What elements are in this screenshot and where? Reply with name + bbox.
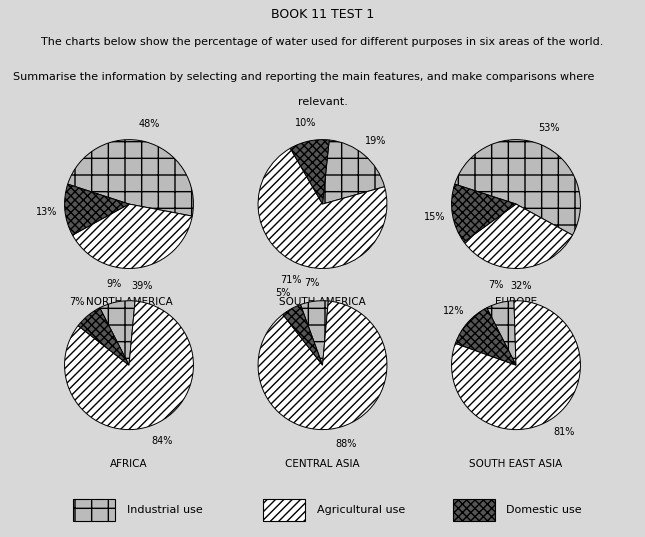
Wedge shape xyxy=(290,140,329,204)
Wedge shape xyxy=(451,184,516,242)
Text: 32%: 32% xyxy=(510,281,532,292)
Wedge shape xyxy=(322,140,384,204)
Text: Domestic use: Domestic use xyxy=(506,505,582,515)
Text: 12%: 12% xyxy=(443,306,465,316)
Wedge shape xyxy=(258,301,387,430)
Bar xyxy=(263,499,304,521)
Text: 71%: 71% xyxy=(281,275,302,286)
Text: 15%: 15% xyxy=(424,212,445,222)
Text: BOOK 11 TEST 1: BOOK 11 TEST 1 xyxy=(271,8,374,21)
Text: 19%: 19% xyxy=(365,136,386,146)
Text: AFRICA: AFRICA xyxy=(110,459,148,469)
Wedge shape xyxy=(301,301,328,365)
Wedge shape xyxy=(64,301,194,430)
Wedge shape xyxy=(464,204,573,268)
Wedge shape xyxy=(455,140,580,235)
Wedge shape xyxy=(455,308,516,365)
Bar xyxy=(453,499,495,521)
Text: 7%: 7% xyxy=(304,278,319,288)
Bar xyxy=(74,499,115,521)
Text: 13%: 13% xyxy=(36,207,57,217)
Wedge shape xyxy=(283,304,322,365)
Text: 39%: 39% xyxy=(131,280,153,291)
Text: Industrial use: Industrial use xyxy=(126,505,203,515)
Wedge shape xyxy=(100,301,135,365)
Text: NORTH AMERICA: NORTH AMERICA xyxy=(86,297,172,308)
Text: 10%: 10% xyxy=(295,118,316,128)
Wedge shape xyxy=(487,301,516,365)
Text: EUROPE: EUROPE xyxy=(495,297,537,308)
Wedge shape xyxy=(451,301,580,430)
Text: 88%: 88% xyxy=(335,439,357,449)
Text: relevant.: relevant. xyxy=(297,97,348,107)
Text: SOUTH EAST ASIA: SOUTH EAST ASIA xyxy=(470,459,562,469)
Text: 53%: 53% xyxy=(538,124,559,133)
Text: The charts below show the percentage of water used for different purposes in six: The charts below show the percentage of … xyxy=(41,37,604,47)
Text: 84%: 84% xyxy=(151,436,172,446)
Text: 81%: 81% xyxy=(554,427,575,437)
Text: 7%: 7% xyxy=(69,296,84,307)
Text: 5%: 5% xyxy=(275,288,290,298)
Text: 48%: 48% xyxy=(139,119,160,129)
Text: 9%: 9% xyxy=(106,279,121,289)
Text: SOUTH AMERICA: SOUTH AMERICA xyxy=(279,297,366,308)
Wedge shape xyxy=(72,204,192,268)
Wedge shape xyxy=(64,184,129,235)
Wedge shape xyxy=(258,148,387,268)
Wedge shape xyxy=(78,308,129,365)
Wedge shape xyxy=(68,140,194,216)
Text: Summarise the information by selecting and reporting the main features, and make: Summarise the information by selecting a… xyxy=(13,71,594,82)
Text: 7%: 7% xyxy=(488,280,503,291)
Text: Agricultural use: Agricultural use xyxy=(317,505,405,515)
Text: CENTRAL ASIA: CENTRAL ASIA xyxy=(285,459,360,469)
